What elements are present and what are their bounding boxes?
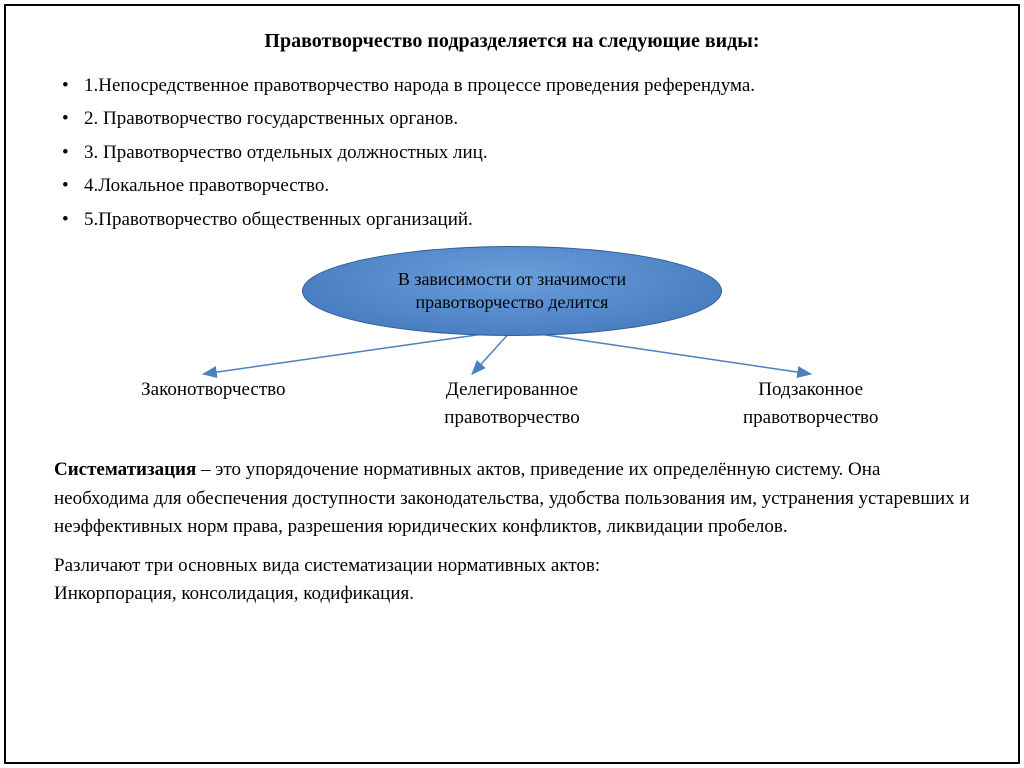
- list-item: 5.Правотворчество общественных организац…: [54, 205, 970, 234]
- branch-row: Законотворчество Делегированное правотво…: [54, 376, 970, 431]
- list-item: 4.Локальное правотворчество.: [54, 171, 970, 200]
- criterion-ellipse: В зависимости от значимости правотворчес…: [302, 246, 722, 336]
- branch-label: Подзаконное правотворчество: [661, 376, 960, 431]
- kinds-intro: Различают три основных вида систематизац…: [54, 552, 970, 581]
- branch-label: Законотворчество: [64, 376, 363, 431]
- definition-term: Систематизация: [54, 459, 196, 480]
- types-list: 1.Непосредственное правотворчество народ…: [54, 71, 970, 234]
- list-item: 2. Правотворчество государственных орган…: [54, 104, 970, 133]
- list-item: 3. Правотворчество отдельных должностных…: [54, 138, 970, 167]
- kinds-list: Инкорпорация, консолидация, кодификация.: [54, 580, 970, 609]
- slide-frame: Правотворчество подразделяется на следую…: [4, 4, 1020, 764]
- list-item: 1.Непосредственное правотворчество народ…: [54, 71, 970, 100]
- classification-diagram: В зависимости от значимости правотворчес…: [54, 246, 970, 436]
- slide-title: Правотворчество подразделяется на следую…: [54, 30, 970, 53]
- branch-label: Делегированное правотворчество: [363, 376, 662, 431]
- definition-paragraph: Систематизация – это упорядочение нормат…: [54, 456, 970, 542]
- criterion-ellipse-text: В зависимости от значимости правотворчес…: [333, 268, 691, 315]
